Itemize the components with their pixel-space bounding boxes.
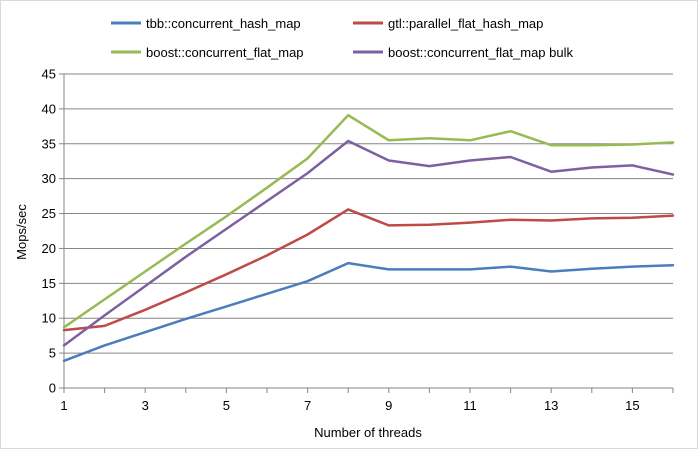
y-tick-label: 20	[42, 241, 56, 256]
y-tick-label: 15	[42, 276, 56, 291]
x-tick-label: 1	[60, 398, 67, 413]
x-tick-label: 9	[385, 398, 392, 413]
series-line-2	[62, 208, 675, 332]
y-tick-label: 35	[42, 136, 56, 151]
series-lines	[62, 113, 675, 363]
legend-label: gtl::parallel_flat_hash_map	[388, 16, 543, 31]
y-tick-label: 40	[42, 101, 56, 116]
y-tick-label: 5	[49, 346, 56, 361]
legend: tbb::concurrent_hash_map gtl::parallel_fl…	[111, 16, 573, 60]
series-line-4	[62, 139, 675, 347]
legend-label: boost::concurrent_flat_map bulk	[388, 45, 573, 60]
x-tick-label: 13	[544, 398, 558, 413]
y-tick-label: 45	[42, 67, 56, 82]
y-tick-label: 0	[49, 381, 56, 396]
x-tick-label: 15	[625, 398, 639, 413]
y-tick-label: 25	[42, 206, 56, 221]
x-axis-title: Number of threads	[314, 425, 422, 440]
y-tick-label: 10	[42, 311, 56, 326]
x-tick-labels: 1 3 5 7 9 11 13 15	[60, 398, 639, 413]
y-tick-labels: 0 5 10 15 20 25 30 35 40 45	[42, 67, 56, 396]
y-tick-label: 30	[42, 171, 56, 186]
x-tick-label: 11	[463, 398, 477, 413]
x-tick-label: 5	[223, 398, 230, 413]
series-line-3	[62, 113, 675, 329]
x-tick-label: 3	[142, 398, 149, 413]
legend-label: boost::concurrent_flat_map	[146, 45, 304, 60]
series-line-1	[62, 261, 675, 363]
legend-label: tbb::concurrent_hash_map	[146, 16, 301, 31]
gridlines	[59, 73, 673, 389]
axes	[63, 74, 674, 393]
x-tick-label: 7	[304, 398, 311, 413]
y-axis-title: Mops/sec	[14, 204, 29, 260]
